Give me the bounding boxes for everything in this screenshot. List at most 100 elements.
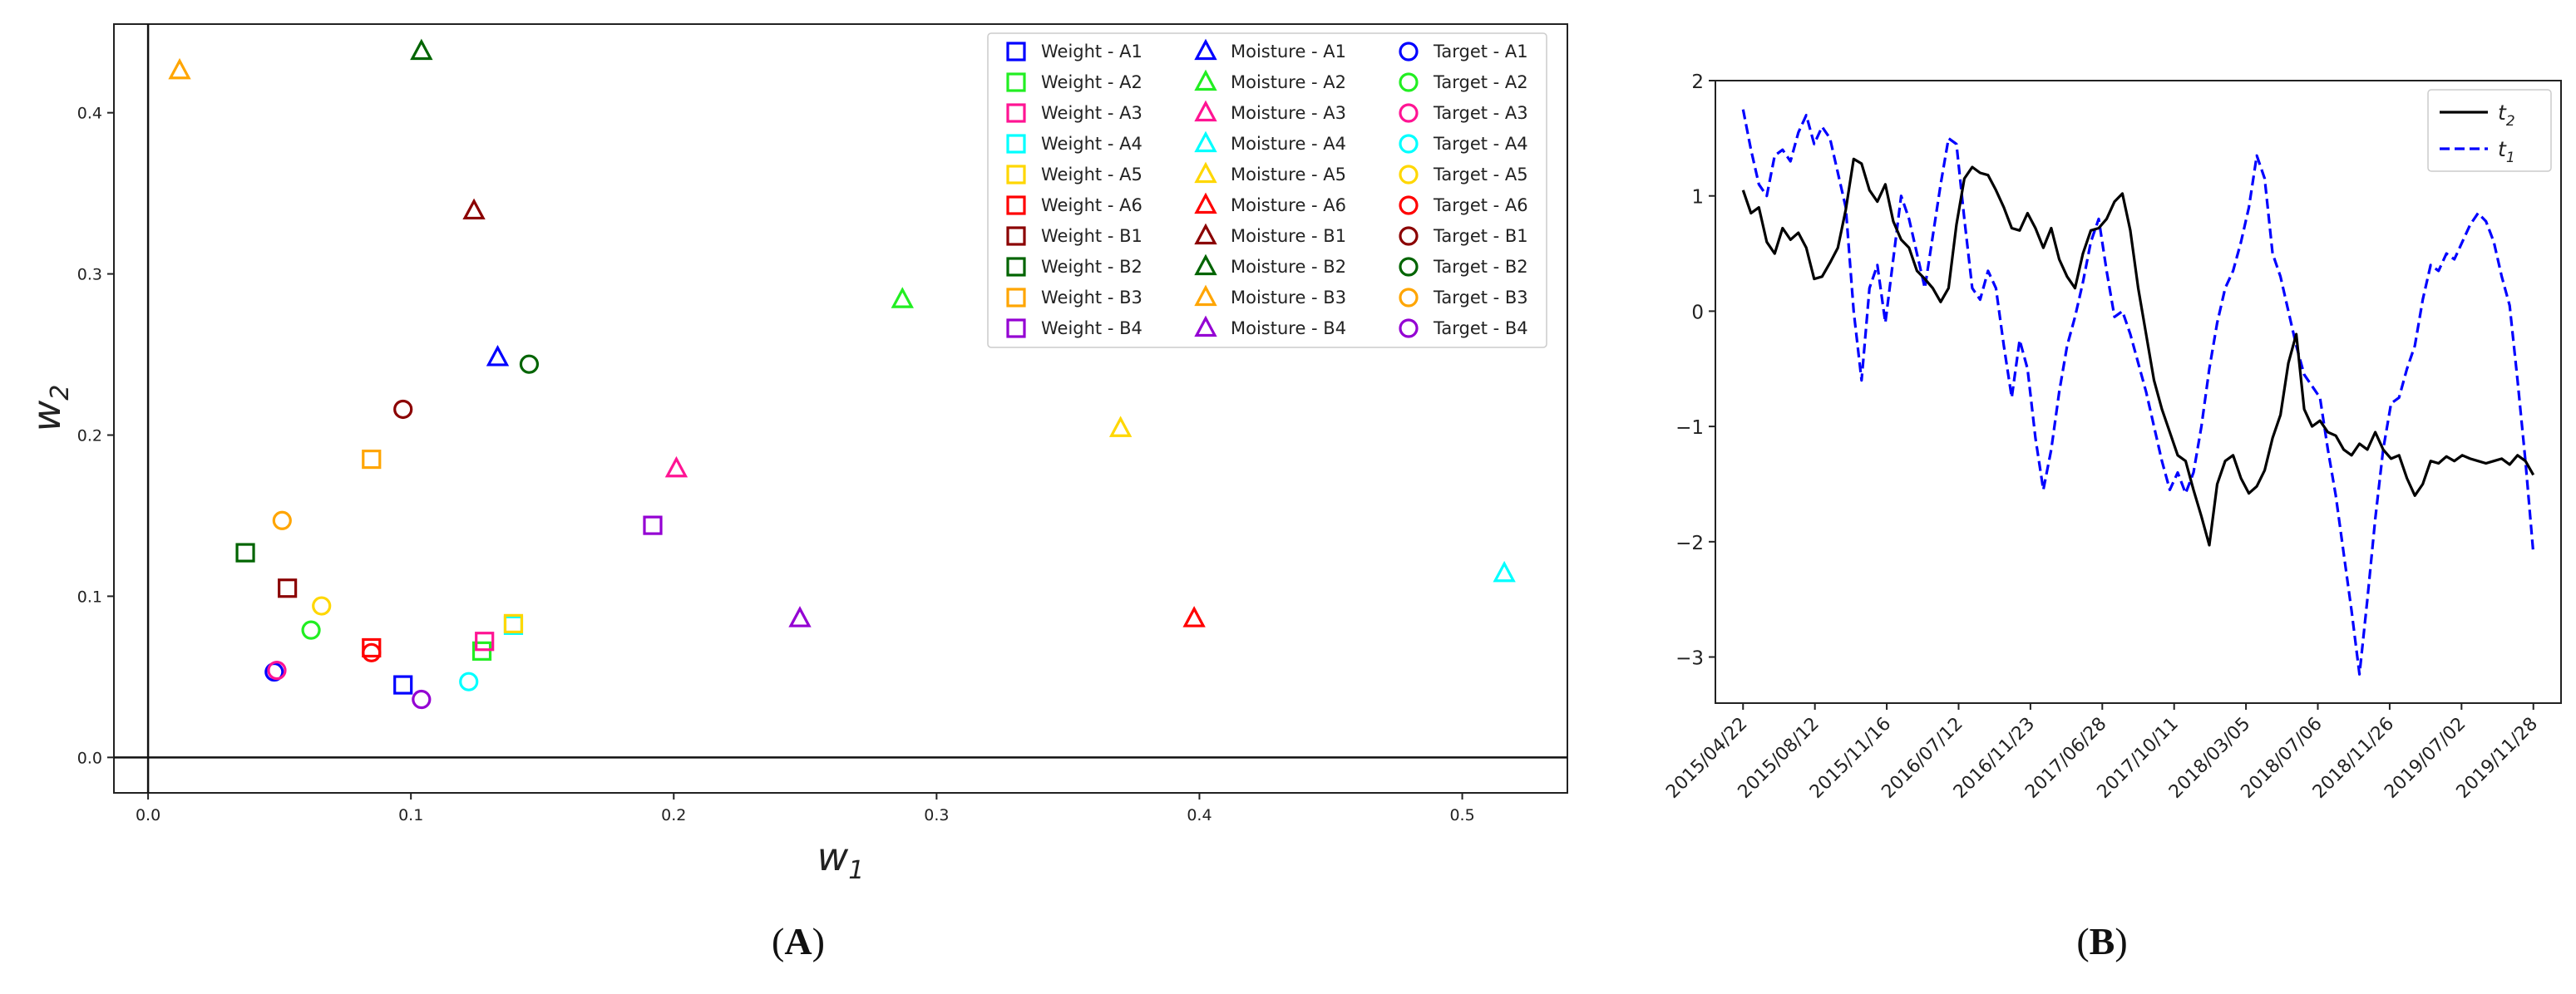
legend-marker-weight-a6 [1006, 195, 1026, 215]
legend-label-weight-b4: Weight - B4 [1041, 318, 1142, 338]
chart-a-x-tick-label: 0.5 [1449, 806, 1474, 824]
point-target-a6 [362, 642, 382, 662]
legend-label-sub: 1 [2506, 150, 2515, 166]
chart-b-y-tick-label: 0 [1691, 302, 1704, 323]
point-target-a5 [312, 596, 332, 616]
legend-label-moisture-b2: Moisture - B2 [1231, 257, 1346, 277]
legend-label-target-a1: Target - A1 [1433, 42, 1528, 62]
point-moisture-b2 [410, 38, 433, 61]
legend-label-moisture-a2: Moisture - A2 [1231, 72, 1346, 92]
legend-marker-weight-a4 [1006, 134, 1026, 154]
legend-label-target-b2: Target - B2 [1433, 257, 1528, 277]
point-weight-a3 [475, 632, 495, 652]
chart-a-y-tick-label: 0.3 [77, 266, 102, 284]
legend-label-weight-a3: Weight - A3 [1041, 103, 1142, 123]
legend-marker-moisture-a2 [1194, 69, 1217, 91]
point-target-b4 [412, 689, 432, 710]
legend-marker-weight-b1 [1006, 226, 1026, 246]
chart-b-frame [1715, 80, 2562, 704]
legend-marker-weight-a2 [1006, 72, 1026, 92]
legend-marker-target-a1 [1399, 42, 1419, 62]
legend-label-weight-a6: Weight - A6 [1041, 195, 1142, 215]
legend-label-base: t [2498, 101, 2507, 125]
legend-label-target-a5: Target - A5 [1433, 165, 1528, 185]
legend-label-base: t [2498, 137, 2507, 161]
legend-marker-target-b2 [1399, 257, 1419, 277]
point-target-b1 [393, 399, 413, 420]
legend-marker-moisture-b1 [1194, 223, 1217, 245]
chart-a-frame [113, 23, 1568, 794]
legend-marker-target-b4 [1399, 318, 1419, 338]
point-weight-b1 [278, 578, 298, 598]
legend-label-moisture-a1: Moisture - A1 [1231, 42, 1346, 62]
point-moisture-a4 [1493, 560, 1516, 583]
chart-a-x-tick-label: 0.2 [661, 806, 686, 824]
legend-marker-moisture-b4 [1194, 315, 1217, 337]
chart-a-zero-lines [114, 24, 1567, 793]
point-weight-a5 [503, 613, 524, 633]
point-weight-a1 [393, 675, 413, 695]
legend-label-weight-b3: Weight - B3 [1041, 288, 1142, 308]
chart-a-y-axis-label: w2 [24, 385, 75, 432]
chart-a-x-tick-label: 0.0 [136, 806, 160, 824]
chart-a-x-tick-label: 0.3 [924, 806, 949, 824]
legend-marker-target-b3 [1399, 288, 1419, 308]
chart-b-x-ticks: 2015/04/222015/08/122015/11/162016/07/12… [1662, 703, 2542, 803]
point-weight-b2 [235, 543, 255, 563]
point-weight-b3 [362, 449, 382, 470]
point-target-b3 [272, 510, 292, 530]
legend-marker-target-a6 [1399, 195, 1419, 215]
chart-a-points [168, 38, 1516, 710]
point-target-a3 [267, 661, 287, 681]
legend-label-weight-a4: Weight - A4 [1041, 134, 1142, 154]
legend-marker-weight-a5 [1006, 165, 1026, 185]
chart-a-x-tick-label: 0.1 [398, 806, 423, 824]
point-moisture-b3 [168, 57, 191, 80]
chart-b-y-tick-label: 1 [1691, 187, 1704, 209]
panel-label-a: (A) [772, 920, 825, 962]
point-weight-b4 [643, 515, 663, 535]
legend-label-moisture-a6: Moisture - A6 [1231, 195, 1346, 215]
point-moisture-a2 [891, 287, 914, 308]
legend-marker-target-a5 [1399, 165, 1419, 185]
legend-label-target-a3: Target - A3 [1433, 103, 1528, 123]
legend-label-weight-a2: Weight - A2 [1041, 72, 1142, 92]
point-moisture-a6 [1182, 606, 1206, 627]
legend-label-target-b3: Target - B3 [1433, 288, 1528, 308]
point-moisture-b1 [462, 198, 486, 220]
legend-label-moisture-a3: Moisture - A3 [1231, 103, 1346, 123]
legend-marker-weight-a1 [1006, 42, 1026, 62]
series-line-t2 [1741, 157, 2535, 547]
scatter-chart-a: 0.0 0.1 0.2 0.3 0.4 0.5 0.0 0.1 0.2 0.3 0.4 Weigh… [24, 23, 1568, 885]
point-moisture-a5 [1108, 416, 1133, 437]
legend-label-target-b1: Target - B1 [1433, 226, 1528, 246]
chart-a-legend: Weight - A1 Weight - A2 Weight - A3 Weight … [987, 32, 1547, 348]
point-target-a4 [459, 672, 479, 691]
legend-label-target-a6: Target - A6 [1433, 195, 1528, 215]
chart-b-y-tick-label: 2 [1691, 71, 1704, 93]
legend-marker-moisture-a1 [1194, 38, 1217, 61]
chart-b-y-tick-label: −3 [1675, 648, 1704, 670]
legend-label-weight-a5: Weight - A5 [1041, 165, 1142, 185]
point-moisture-b4 [788, 606, 812, 627]
chart-a-y-tick-label: 0.1 [77, 588, 102, 606]
legend-label-target-a4: Target - A4 [1433, 134, 1528, 154]
legend-label-t1: t1 [2498, 137, 2515, 166]
legend-marker-moisture-a3 [1194, 100, 1217, 122]
legend-label-t2: t2 [2498, 101, 2515, 130]
legend-marker-weight-a3 [1006, 103, 1026, 123]
chart-a-y-tick-label: 0.4 [77, 105, 102, 123]
chart-a-y-tick-label: 0.0 [77, 749, 102, 767]
point-target-b2 [519, 354, 540, 374]
point-weight-a2 [471, 641, 492, 661]
point-moisture-a1 [486, 345, 510, 367]
legend-marker-weight-b4 [1006, 318, 1026, 338]
series-line-t1 [1741, 109, 2535, 676]
legend-marker-moisture-a5 [1194, 161, 1217, 184]
chart-b-series [1741, 109, 2535, 676]
chart-b-legend-box [2427, 89, 2552, 172]
legend-label-moisture-a5: Moisture - A5 [1231, 165, 1346, 185]
line-chart-b: −3 −2 −1 0 1 2 2015/04/222015/08/122015/11/16… [1662, 71, 2562, 803]
